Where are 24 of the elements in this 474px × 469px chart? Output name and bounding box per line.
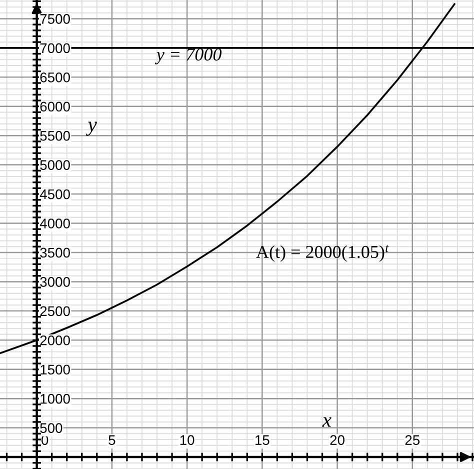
y-axis-title: y [86,122,97,136]
x-tick-label: 25 [405,435,420,445]
x-tick-label: 5 [108,435,116,445]
y-tick-label: 3500 [40,248,70,258]
y-tick-label: 4000 [40,218,70,228]
x-axis-title: x [322,417,332,427]
y-tick-label: 6500 [40,72,70,82]
x-tick-label: 10 [180,435,194,445]
x-tick-label: 20 [330,435,344,445]
y-tick-label: 2000 [40,335,70,346]
y-tick-label: 4500 [40,189,70,200]
y-tick-label: 2500 [40,306,70,316]
y-tick-label: 7500 [40,14,70,24]
series-label: A(t) = 2000(1.05)$^{t}$ [256,244,389,262]
x-tick-label: 15 [256,435,270,445]
y-tick-label: 3000 [40,277,70,287]
y-tick-label: 6000 [40,102,70,112]
ref-line-label: y = 7000 [154,48,222,64]
y-tick-label: 1500 [40,364,70,375]
y-tick-label: 1000 [40,394,70,404]
y-tick-label: 5000 [40,160,70,170]
y-tick-label: 5500 [40,130,70,141]
y-tick-label: 7000 [40,43,70,54]
y-tick-label: 500 [40,423,62,433]
